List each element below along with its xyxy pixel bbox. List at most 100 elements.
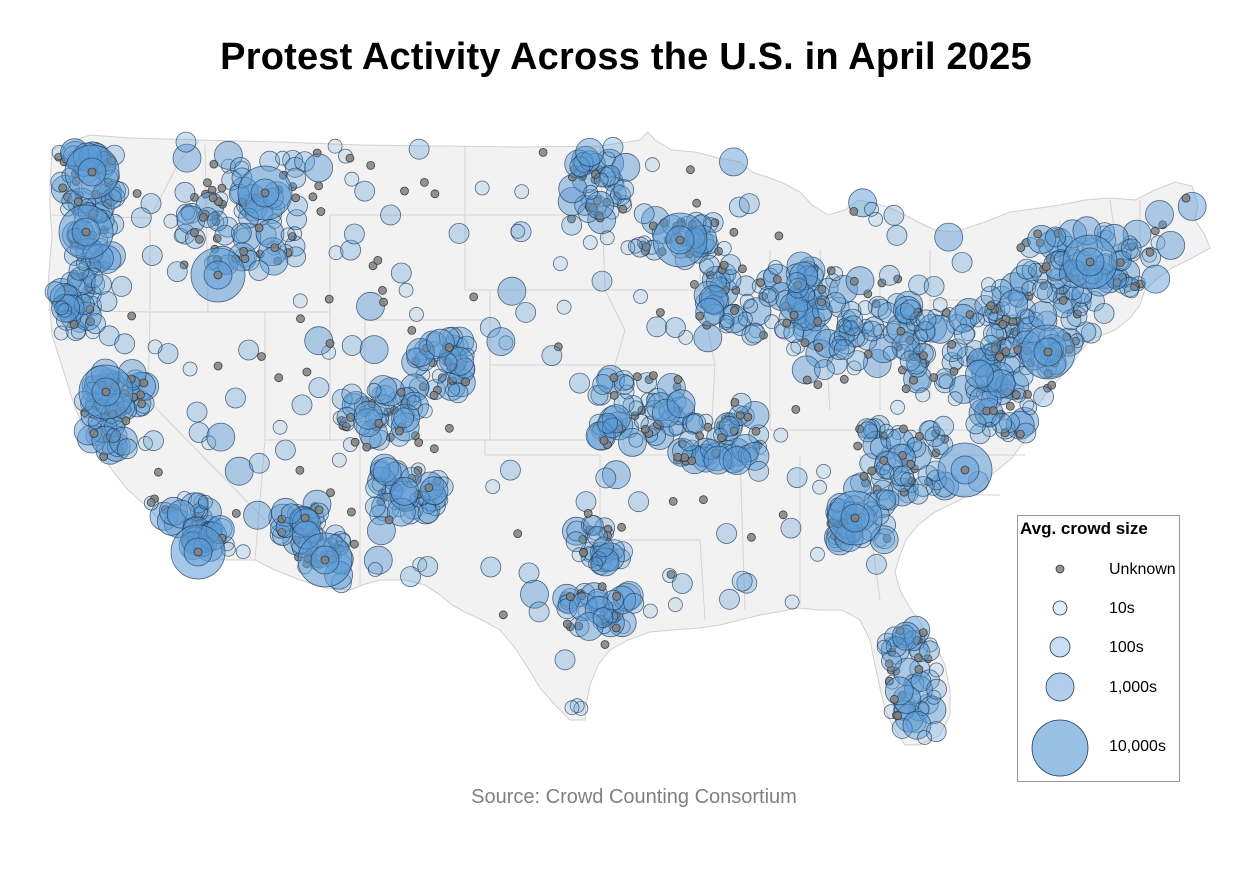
protest-bubble-10s: [628, 432, 644, 448]
protest-bubble-10s: [1022, 400, 1038, 416]
protest-bubble-100s: [565, 531, 587, 553]
protest-bubble-100s: [561, 214, 583, 236]
protest-bubble-unknown: [714, 246, 723, 256]
protest-bubble-10s: [814, 284, 829, 300]
protest-bubble-1000s: [1145, 200, 1174, 229]
protest-bubble-100s: [923, 275, 945, 297]
protest-bubble-100s: [111, 275, 133, 297]
protest-bubble-10s: [678, 329, 694, 345]
protest-bubble-1000s: [845, 266, 875, 296]
protest-bubble-10s: [553, 256, 568, 272]
protest-bubble-unknown: [719, 260, 729, 270]
protest-bubble-100s: [786, 272, 808, 293]
protest-bubble-100s: [886, 224, 908, 246]
protest-bubble-100s: [678, 430, 700, 452]
protest-bubble-unknown: [300, 513, 310, 523]
protest-bubble-unknown: [914, 665, 924, 674]
legend-symbol-10s: [1052, 600, 1068, 616]
protest-bubble-unknown: [738, 264, 747, 274]
protest-bubble-100s: [44, 281, 66, 303]
protest-bubble-100s: [554, 649, 576, 671]
protest-bubbles: [44, 131, 1207, 745]
protest-bubble-10s: [928, 662, 944, 678]
protest-bubble-10s: [810, 546, 825, 562]
protest-bubble-unknown: [915, 431, 924, 441]
protest-bubble-unknown: [849, 276, 859, 286]
protest-bubble-1000s: [722, 446, 752, 476]
protest-bubble-unknown: [791, 404, 801, 414]
protest-bubble-unknown: [362, 442, 372, 452]
protest-bubble-1000s: [740, 441, 770, 471]
protest-bubble-10s: [327, 138, 343, 154]
protest-bubble-unknown: [759, 291, 768, 301]
protest-bubble-10s: [588, 556, 603, 572]
protest-bubble-100s: [633, 203, 655, 225]
protest-bubble-1000s: [166, 499, 196, 529]
protest-bubble-100s: [68, 259, 90, 281]
protest-bubble-unknown: [989, 406, 998, 416]
protest-bubble-100s: [828, 339, 850, 361]
protest-bubble-unknown: [772, 274, 782, 284]
protest-bubble-1000s: [574, 612, 604, 641]
protest-bubble-100s: [623, 592, 645, 614]
protest-bubble-unknown: [314, 181, 324, 191]
protest-bubble-100s: [186, 401, 208, 423]
protest-bubble-unknown: [424, 483, 434, 493]
protest-bubble-100s: [825, 291, 846, 313]
protest-bubble-100s: [861, 320, 883, 342]
protest-bubble-10s: [1021, 281, 1037, 296]
protest-bubble-unknown: [814, 342, 824, 352]
legend-symbol-10000s: [1031, 719, 1089, 777]
protest-bubble-1000s: [917, 695, 947, 725]
protest-bubble-10s: [645, 157, 660, 173]
protest-bubble-10s: [1004, 323, 1020, 339]
protest-bubble-10s: [913, 329, 928, 345]
protest-bubble-10s: [556, 299, 572, 315]
protest-bubble-unknown: [687, 456, 697, 466]
protest-bubble-unknown: [461, 377, 471, 387]
protest-bubble-1000s: [611, 152, 641, 182]
protest-bubble-10s: [633, 414, 649, 429]
protest-bubble-100s: [141, 245, 163, 266]
protest-bubble-unknown: [1150, 226, 1160, 236]
protest-bubble-unknown: [730, 397, 740, 407]
protest-bubble-100s: [230, 222, 252, 244]
protest-bubble-100s: [130, 207, 152, 229]
protest-bubble-100s: [883, 204, 905, 226]
protest-bubble-unknown: [931, 448, 941, 458]
protest-bubble-unknown: [751, 426, 761, 436]
protest-bubble-unknown: [213, 361, 223, 371]
protest-bubble-unknown: [879, 455, 889, 465]
protest-bubble-100s: [408, 138, 430, 160]
protest-bubble-unknown: [995, 352, 1004, 362]
protest-bubble-unknown: [295, 465, 305, 475]
protest-bubble-unknown: [137, 399, 147, 409]
protest-bubble-unknown: [432, 476, 442, 486]
protest-bubble-10s: [815, 295, 830, 311]
protest-bubble-10s: [367, 562, 383, 577]
protest-bubble-unknown: [314, 505, 324, 515]
protest-bubble-unknown: [896, 326, 906, 336]
protest-bubble-1000s: [719, 147, 748, 177]
protest-bubble-unknown: [597, 582, 607, 591]
protest-bubble-1000s: [575, 137, 605, 167]
protest-bubble-100s: [390, 262, 412, 284]
protest-bubble-100s: [646, 316, 668, 338]
protest-bubble-1000s: [172, 143, 202, 173]
protest-bubble-unknown: [774, 231, 784, 241]
protest-bubble-unknown: [720, 285, 730, 295]
protest-bubble-unknown: [324, 294, 334, 304]
protest-bubble-unknown: [893, 711, 902, 721]
protest-bubble-10s: [328, 245, 344, 261]
protest-bubble-unknown: [668, 496, 678, 506]
legend-symbol-100s: [1049, 636, 1071, 658]
protest-bubble-10s: [54, 300, 69, 316]
protest-bubble-unknown: [675, 235, 685, 245]
protest-bubble-100s: [291, 394, 313, 416]
protest-bubble-10s: [582, 235, 598, 250]
protest-bubble-unknown: [121, 416, 131, 426]
protest-bubble-100s: [499, 459, 521, 481]
protest-bubble-unknown: [686, 165, 695, 175]
protest-bubble-100s: [844, 326, 866, 348]
protest-bubble-10s: [857, 300, 873, 316]
